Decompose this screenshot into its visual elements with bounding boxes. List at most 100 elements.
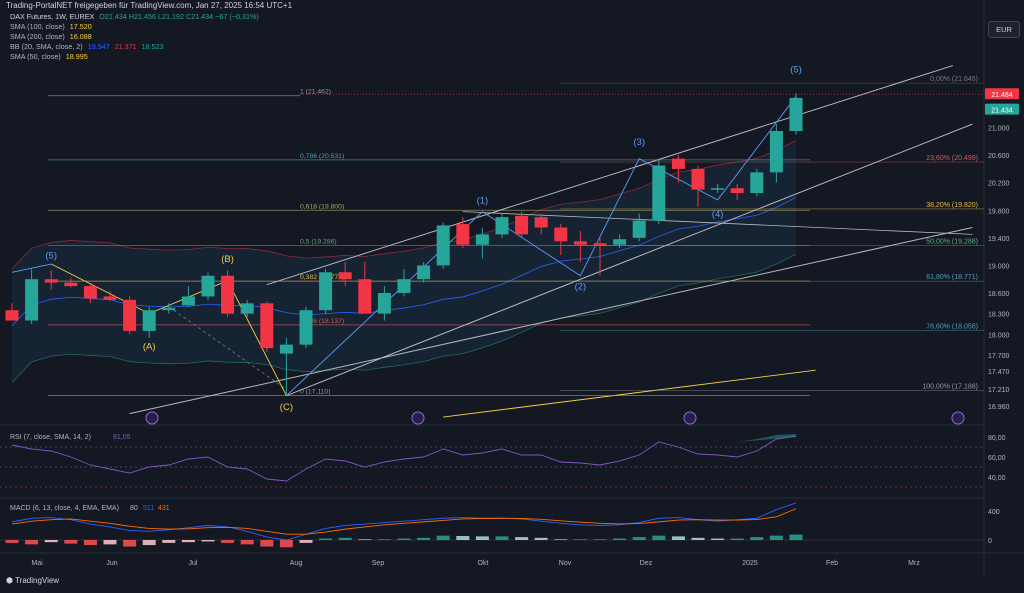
ohlc-values: O21.434 H21.456 L21.192 C21.434 −67 (−0,… xyxy=(99,12,259,21)
macd-histogram-bar xyxy=(417,537,431,540)
macd-histogram-bar xyxy=(593,539,607,540)
macd-histogram-bar xyxy=(64,540,78,544)
macd-histogram-bar xyxy=(358,539,372,540)
macd-histogram-bar xyxy=(123,540,137,547)
macd-histogram-bar xyxy=(103,540,117,545)
macd-histogram-bar xyxy=(691,537,705,540)
macd-histogram-bar xyxy=(554,539,568,540)
macd-label: MACD (6, 13, close, 4, EMA, EMA) xyxy=(10,505,119,512)
last-price-badge-green xyxy=(985,103,1019,115)
candle-body xyxy=(711,188,725,190)
fib-left-label: 0,236 (18.137) xyxy=(300,318,344,325)
macd-histogram-bar xyxy=(515,537,529,540)
candle-body xyxy=(769,131,783,173)
event-marker-icon xyxy=(951,411,965,425)
macd-histogram-bar xyxy=(5,540,19,543)
candle-body xyxy=(475,234,489,245)
candle-body xyxy=(260,303,274,349)
macd-histogram-bar xyxy=(181,540,195,543)
tradingview-logo: ⬢ TradingView xyxy=(6,576,59,585)
price-axis-tick: 17.700 xyxy=(988,353,1010,360)
last-price-green-text: 21.434 xyxy=(991,108,1013,115)
time-axis-tick: Aug xyxy=(290,560,303,567)
macd-histogram-bar xyxy=(652,535,666,540)
fib-right-label: 100,00% (17.188) xyxy=(922,383,978,390)
macd-histogram-bar xyxy=(769,535,783,540)
macd-axis-tick: 400 xyxy=(988,509,1000,516)
wave-impulse-path xyxy=(286,96,797,396)
macd-axis-tick: 0 xyxy=(988,538,992,545)
price-axis-tick: 20.600 xyxy=(988,153,1010,160)
time-axis-tick: Sep xyxy=(372,560,385,567)
macd-histogram-bar xyxy=(397,538,411,540)
wave-label: (C) xyxy=(280,402,293,413)
rsi-line xyxy=(11,435,797,482)
macd-histogram-bar xyxy=(221,540,235,543)
macd-histogram-bar xyxy=(475,536,489,540)
channel-lower-line xyxy=(129,227,973,415)
header-shared-by: Trading-PortalNET freigegeben für Tradin… xyxy=(6,1,293,10)
wave-label: (5) xyxy=(790,64,802,75)
candle-body xyxy=(221,275,235,314)
wave-label: (B) xyxy=(221,254,234,265)
candle-body xyxy=(495,217,509,235)
wave-prior-path xyxy=(11,263,52,273)
sma200-value: 16.088 xyxy=(69,32,92,41)
rsi-label: RSI (7, close, SMA, 14, 2) xyxy=(10,434,91,441)
macd-histogram-bar xyxy=(240,540,254,545)
logo-icon: ⬢ xyxy=(6,576,16,585)
price-axis-tick: 17.470 xyxy=(988,369,1010,376)
macd-histogram-bar xyxy=(83,540,97,546)
wave-label: (4) xyxy=(712,209,724,220)
candle-body xyxy=(162,308,176,311)
candle-body xyxy=(5,310,19,321)
macd-histogram-bar xyxy=(319,538,333,540)
macd-line xyxy=(11,502,797,541)
currency-button[interactable]: EUR xyxy=(988,21,1020,38)
macd-histogram-bar xyxy=(25,540,39,545)
rsi-overbought-fill xyxy=(737,434,796,442)
candle-body xyxy=(103,296,117,300)
candle-body xyxy=(338,272,352,280)
candle-body xyxy=(123,299,137,331)
sma50-value: 18.995 xyxy=(65,52,88,61)
macd-histogram-bar xyxy=(162,540,176,543)
macd-histogram-bar xyxy=(436,535,450,540)
candle-body xyxy=(534,217,548,228)
resistance-line xyxy=(462,211,973,235)
macd-signal-line xyxy=(11,508,797,535)
candle-body xyxy=(44,279,58,283)
candle-body xyxy=(613,239,627,245)
macd-histogram-bar xyxy=(632,537,646,540)
fib-left-label: 0,5 (19.286) xyxy=(300,239,337,246)
time-axis-tick: Jul xyxy=(189,560,198,567)
sma100-value: 17.520 xyxy=(69,22,92,31)
time-axis-tick: Feb xyxy=(826,560,838,567)
candle-body xyxy=(142,310,156,331)
candle-body xyxy=(377,292,391,314)
symbol-name: DAX Futures, 1W, EUREX xyxy=(10,12,95,21)
fib-left-label: 1 (21.462) xyxy=(300,89,331,96)
macd-histogram-bar xyxy=(456,536,470,540)
price-axis-tick: 20.200 xyxy=(988,181,1010,188)
candle-body xyxy=(730,188,744,194)
fib-left-label: 0,618 (19.800) xyxy=(300,203,344,210)
macd-histogram-bar xyxy=(299,540,313,543)
sma100-line xyxy=(443,369,816,418)
bollinger-band-fill xyxy=(12,140,796,383)
candle-body xyxy=(201,275,215,297)
legend-bb: BB (20, SMA, close, 2) 19.947 21.371 18.… xyxy=(10,42,167,52)
fib-right-label: 78,60% (18.058) xyxy=(926,323,978,330)
bollinger-lower-line xyxy=(11,253,797,383)
bollinger-upper-line xyxy=(11,140,797,270)
rsi-axis-tick: 60,00 xyxy=(988,455,1006,462)
time-axis-tick: Dez xyxy=(640,560,653,567)
candle-body xyxy=(417,265,431,280)
macd-value-2: 511 xyxy=(143,505,154,512)
price-axis-tick: 19.000 xyxy=(988,263,1010,270)
brand-name: TradingView xyxy=(15,576,60,585)
candle-body xyxy=(299,310,313,345)
legend-sma100: SMA (100, close) 17.520 xyxy=(10,22,95,32)
